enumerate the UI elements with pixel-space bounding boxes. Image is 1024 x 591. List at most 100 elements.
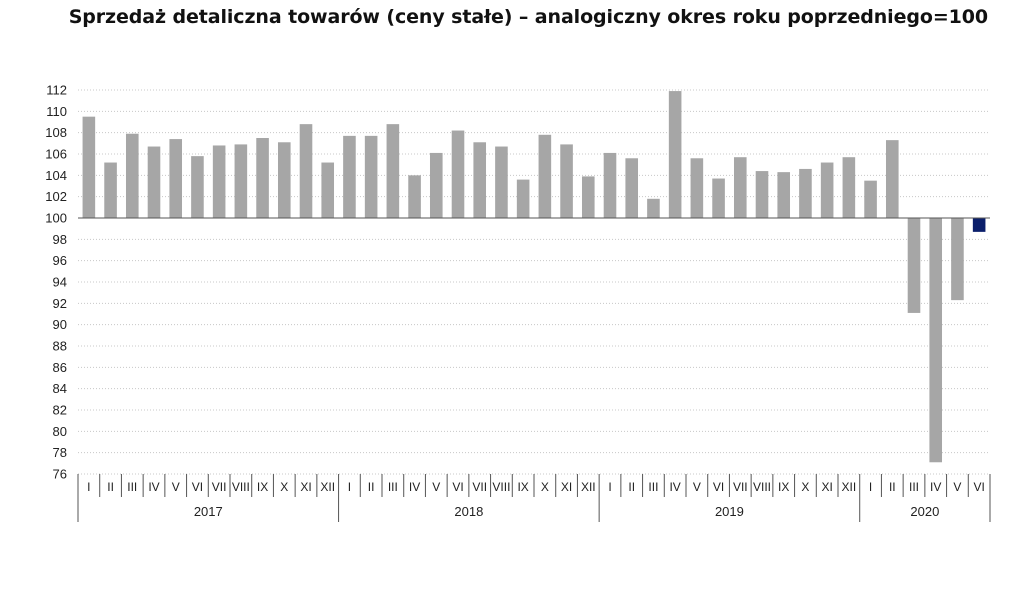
bar [733, 157, 747, 218]
y-tick-label: 82 [53, 403, 67, 418]
x-category-label: IV [148, 480, 159, 494]
y-tick-label: 76 [53, 467, 67, 482]
bar [603, 152, 617, 218]
bar [516, 179, 530, 218]
bar [212, 145, 226, 218]
x-category-label: VII [212, 480, 227, 494]
x-category-label: VII [472, 480, 487, 494]
y-tick-label: 84 [53, 381, 67, 396]
y-tick-label: 98 [53, 232, 67, 247]
x-year-label: 2018 [454, 504, 483, 519]
bar [712, 178, 725, 218]
bar [147, 146, 161, 218]
y-tick-label: 88 [53, 339, 67, 354]
x-category-label: IX [778, 480, 789, 494]
x-category-label: IV [930, 480, 941, 494]
y-tick-label: 110 [46, 104, 67, 119]
bar [364, 135, 378, 218]
bar [755, 171, 769, 218]
bar [451, 130, 465, 218]
x-category-label: I [608, 480, 611, 494]
x-category-label: X [541, 480, 549, 494]
x-category-label: I [87, 480, 90, 494]
bar [104, 162, 117, 218]
bar [560, 144, 573, 218]
bar [343, 135, 356, 218]
x-category-label: VI [192, 480, 203, 494]
x-year-label: 2017 [194, 504, 223, 519]
x-category-label: III [388, 480, 398, 494]
x-category-label: IX [257, 480, 268, 494]
bar [864, 180, 877, 218]
y-tick-label: 100 [45, 211, 67, 226]
bar [799, 168, 812, 218]
y-tick-label: 96 [53, 253, 67, 268]
bar [125, 133, 139, 218]
y-tick-label: 90 [53, 317, 67, 332]
x-category-label: I [348, 480, 351, 494]
x-category-label: XII [581, 480, 596, 494]
x-category-label: VIII [492, 480, 510, 494]
y-tick-label: 112 [46, 83, 67, 98]
bar [820, 162, 834, 218]
bar [668, 91, 682, 218]
x-category-label: IX [517, 480, 528, 494]
bar [495, 146, 508, 218]
bar [256, 138, 269, 218]
bar [538, 134, 552, 218]
x-category-label: VI [452, 480, 463, 494]
x-category-label: III [127, 480, 137, 494]
y-tick-label: 106 [45, 147, 67, 162]
y-tick-label: 92 [53, 296, 67, 311]
bar [429, 152, 443, 218]
x-category-label: II [628, 480, 635, 494]
y-tick-label: 108 [45, 125, 67, 140]
y-axis-tick-labels: 112 110 108 106 104 102 100 98 96 94 92 90 88 86 84 82 8… [45, 83, 67, 482]
x-category-label: VII [733, 480, 748, 494]
x-category-label: XI [821, 480, 832, 494]
x-category-label: VIII [753, 480, 771, 494]
x-category-label: VI [713, 480, 724, 494]
bar [299, 124, 313, 218]
x-category-label: XI [300, 480, 311, 494]
bar [777, 172, 791, 218]
x-category-label: IV [669, 480, 680, 494]
x-category-label: V [172, 480, 180, 494]
bar [625, 158, 639, 218]
x-category-label: III [909, 480, 919, 494]
y-tick-label: 80 [53, 424, 67, 439]
x-category-label: XI [561, 480, 572, 494]
x-category-label: V [693, 480, 701, 494]
x-category-label: IV [409, 480, 420, 494]
y-tick-label: 78 [53, 445, 67, 460]
bar [473, 142, 487, 218]
bar [408, 175, 421, 218]
x-category-label: X [280, 480, 288, 494]
y-tick-label: 102 [45, 189, 67, 204]
x-category-label: I [869, 480, 872, 494]
x-category-label: VI [973, 480, 984, 494]
bar [842, 157, 856, 218]
chart-title: Sprzedaż detaliczna towarów (ceny stałe)… [68, 6, 988, 28]
x-category-label: V [953, 480, 961, 494]
x-category-label: V [432, 480, 440, 494]
bar [234, 144, 248, 218]
x-category-label: III [648, 480, 658, 494]
x-category-label: XII [842, 480, 857, 494]
x-axis: I II III IV V VI VII VIII IX X XI XII I II III IV V VI VII… [77, 217, 991, 522]
y-tick-label: 86 [53, 360, 67, 375]
bar [321, 162, 335, 218]
bar [581, 176, 595, 218]
bar [386, 124, 400, 218]
bar [82, 116, 96, 218]
bar [277, 142, 291, 218]
bar [929, 218, 943, 463]
y-tick-label: 94 [53, 275, 67, 290]
bar [907, 218, 921, 313]
x-category-label: II [889, 480, 896, 494]
bar [690, 158, 704, 218]
x-category-label: II [368, 480, 375, 494]
x-category-label: VIII [232, 480, 250, 494]
x-category-label: X [801, 480, 809, 494]
